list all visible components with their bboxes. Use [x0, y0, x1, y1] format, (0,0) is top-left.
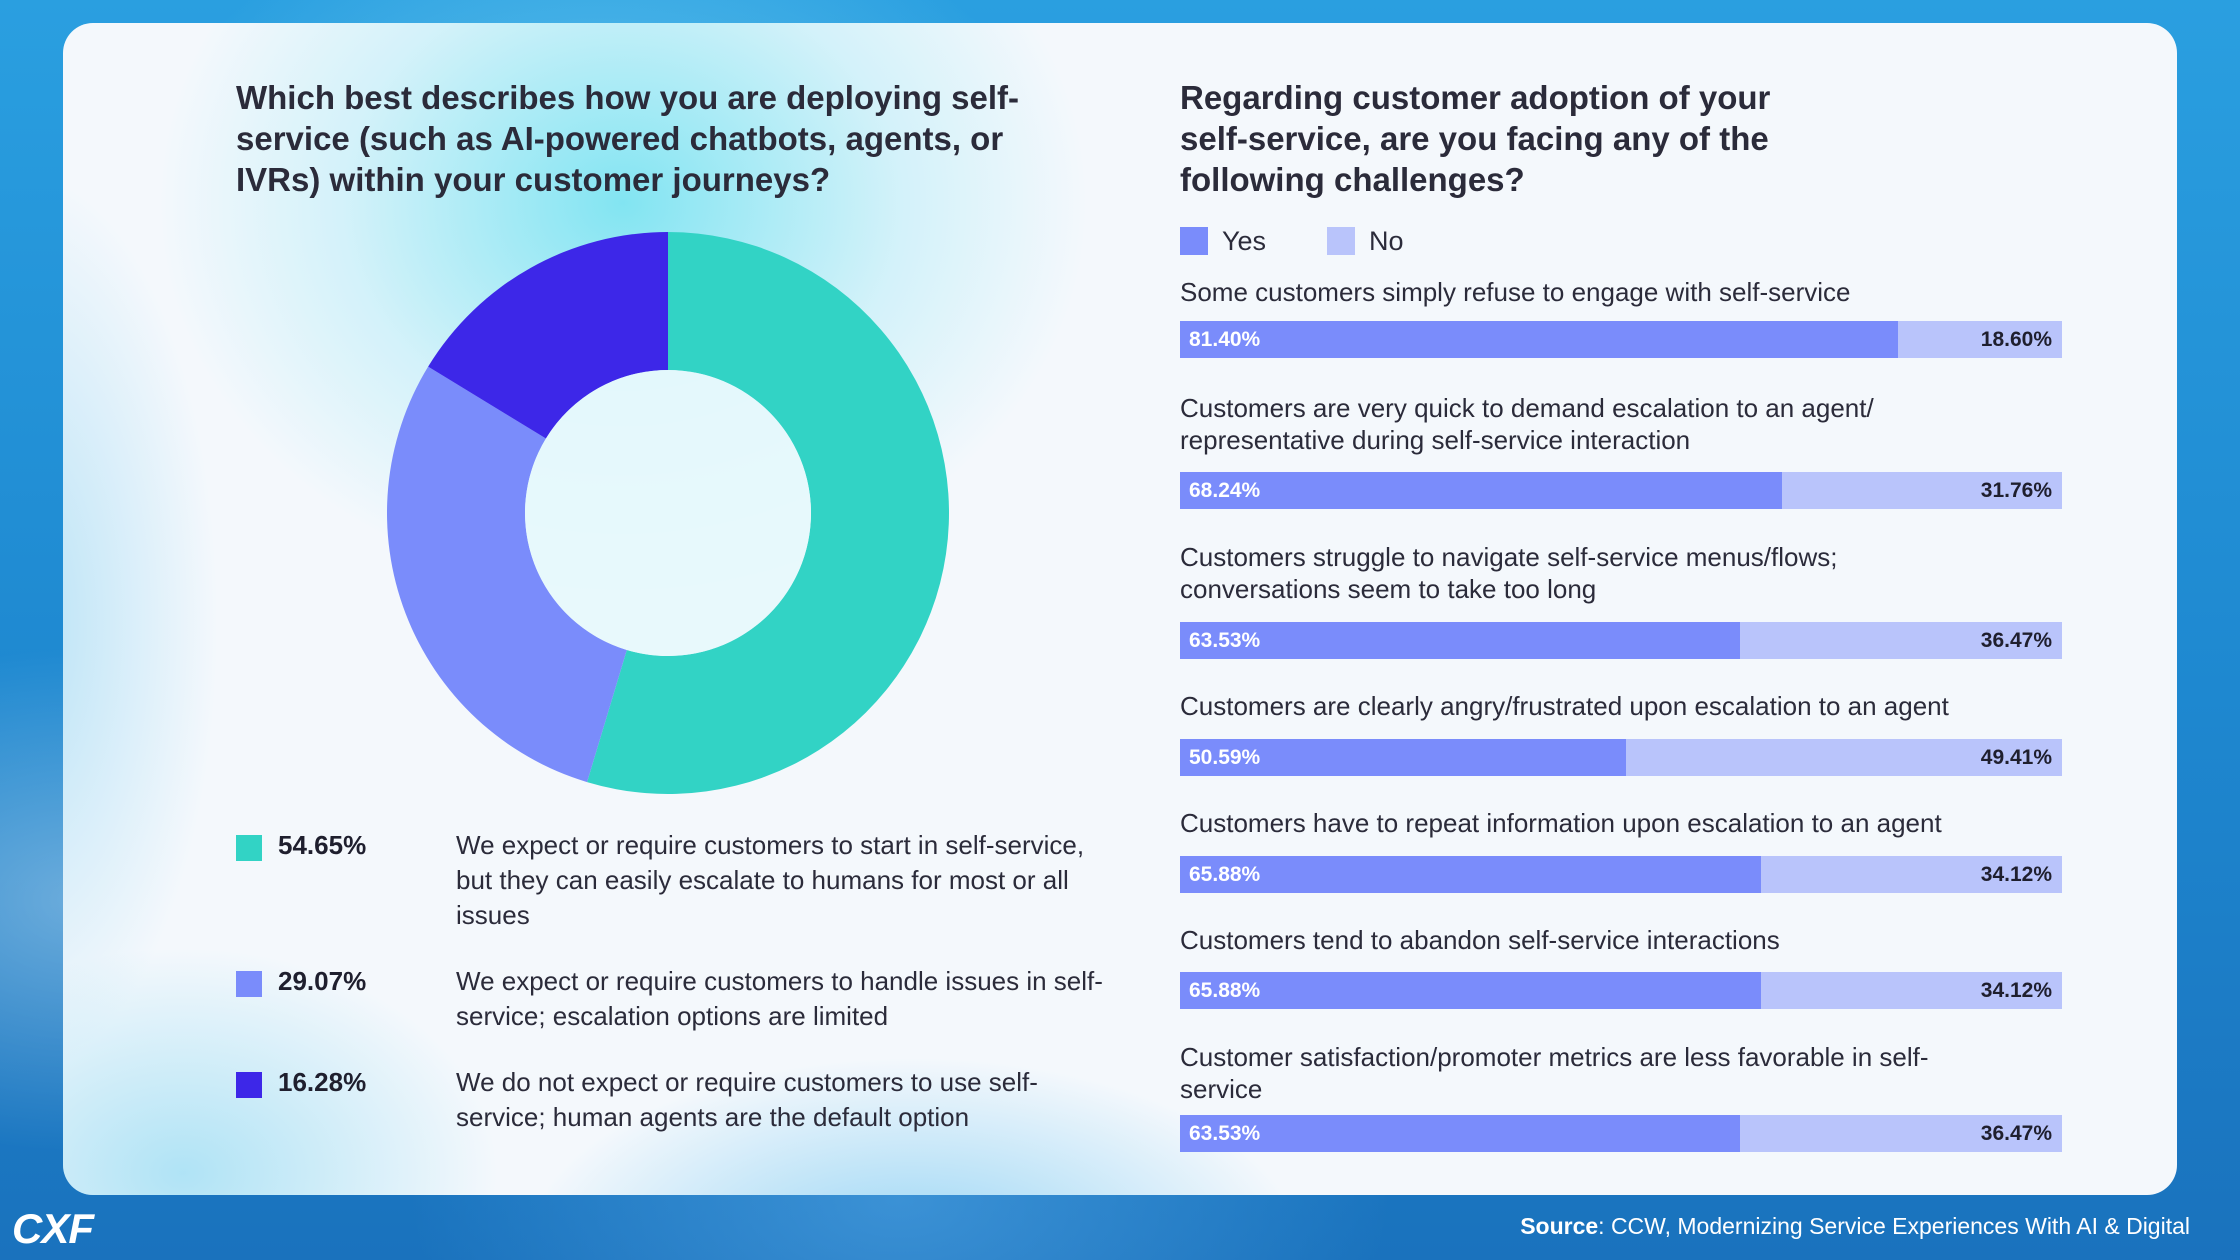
- source-label: Source: [1520, 1213, 1599, 1239]
- left-chart-title: Which best describes how you are deployi…: [236, 79, 1019, 198]
- stacked-bar: 63.53% 36.47%: [1180, 1115, 2062, 1152]
- stacked-bar: 65.88% 34.12%: [1180, 856, 2062, 893]
- legend-swatch-no: [1327, 227, 1355, 255]
- bar-segment-yes: [1180, 972, 1762, 1009]
- donut-chart: [386, 232, 949, 794]
- legend-swatch-teal: [236, 835, 262, 861]
- legend-description: We expect or require customers to start …: [456, 830, 1085, 930]
- legend-swatch-indigo: [236, 1072, 262, 1098]
- stacked-bar: 81.40% 18.60%: [1180, 321, 2062, 358]
- challenge-label: Some customers simply refuse to engage w…: [1180, 277, 1851, 307]
- legend-label-no: No: [1369, 226, 1404, 256]
- challenge-label: Customers have to repeat information upo…: [1180, 808, 1942, 838]
- challenge-label: Customers struggle to navigate self-serv…: [1180, 542, 1838, 604]
- bar-value-no: 18.60%: [1980, 328, 2052, 351]
- source-credit: Source: CCW, Modernizing Service Experie…: [1520, 1213, 2190, 1240]
- legend-description: We do not expect or require customers to…: [456, 1067, 1038, 1132]
- stacked-bar: 68.24% 31.76%: [1180, 472, 2062, 509]
- bar-segment-yes: [1180, 1115, 1741, 1152]
- bar-value-yes: 50.59%: [1189, 746, 1261, 769]
- bar-value-yes: 81.40%: [1189, 328, 1261, 351]
- bar-segment-yes: [1180, 472, 1782, 509]
- legend-description: We expect or require customers to handle…: [456, 966, 1103, 1031]
- infographic-card: Which best describes how you are deployi…: [63, 23, 2177, 1195]
- legend-swatch-yes: [1180, 227, 1208, 255]
- legend-label-yes: Yes: [1222, 226, 1267, 256]
- bar-value-yes: 63.53%: [1189, 1122, 1261, 1145]
- legend-percent: 16.28%: [278, 1067, 367, 1097]
- bar-value-no: 49.41%: [1980, 746, 2052, 769]
- bar-value-no: 34.12%: [1980, 863, 2052, 886]
- bar-segment-yes: [1180, 321, 1898, 358]
- bar-value-no: 36.47%: [1980, 1122, 2052, 1145]
- bar-value-yes: 65.88%: [1189, 863, 1261, 886]
- bar-segment-yes: [1180, 622, 1741, 659]
- stacked-bar: 65.88% 34.12%: [1180, 972, 2062, 1009]
- bar-segment-yes: [1180, 856, 1762, 893]
- legend-swatch-periwinkle: [236, 971, 262, 997]
- challenge-label: Customers are very quick to demand escal…: [1180, 393, 1874, 455]
- challenge-label: Customer satisfaction/promoter metrics a…: [1180, 1042, 1929, 1104]
- brand-logo: CXF: [12, 1205, 94, 1252]
- stacked-bar: 63.53% 36.47%: [1180, 622, 2062, 659]
- bar-value-no: 31.76%: [1980, 479, 2052, 502]
- bar-value-yes: 63.53%: [1189, 629, 1261, 652]
- bar-value-yes: 68.24%: [1189, 479, 1261, 502]
- donut-slice-human-default: [428, 232, 668, 439]
- bar-value-yes: 65.88%: [1189, 979, 1261, 1002]
- source-text: : CCW, Modernizing Service Experiences W…: [1598, 1213, 2190, 1239]
- legend-percent: 29.07%: [278, 966, 367, 996]
- bar-value-no: 34.12%: [1980, 979, 2052, 1002]
- right-chart-title: Regarding customer adoption of your self…: [1180, 79, 1771, 198]
- donut-slice-start-in-self-service: [587, 232, 949, 794]
- bar-segment-yes: [1180, 739, 1627, 776]
- challenge-label: Customers tend to abandon self-service i…: [1180, 925, 1780, 955]
- legend-percent: 54.65%: [278, 830, 367, 860]
- donut-hole: [525, 370, 811, 656]
- stacked-bar: 50.59% 49.41%: [1180, 739, 2062, 776]
- donut-slice-self-service-limited-escalation: [386, 366, 627, 783]
- challenge-label: Customers are clearly angry/frustrated u…: [1180, 691, 1949, 721]
- bar-value-no: 36.47%: [1980, 629, 2052, 652]
